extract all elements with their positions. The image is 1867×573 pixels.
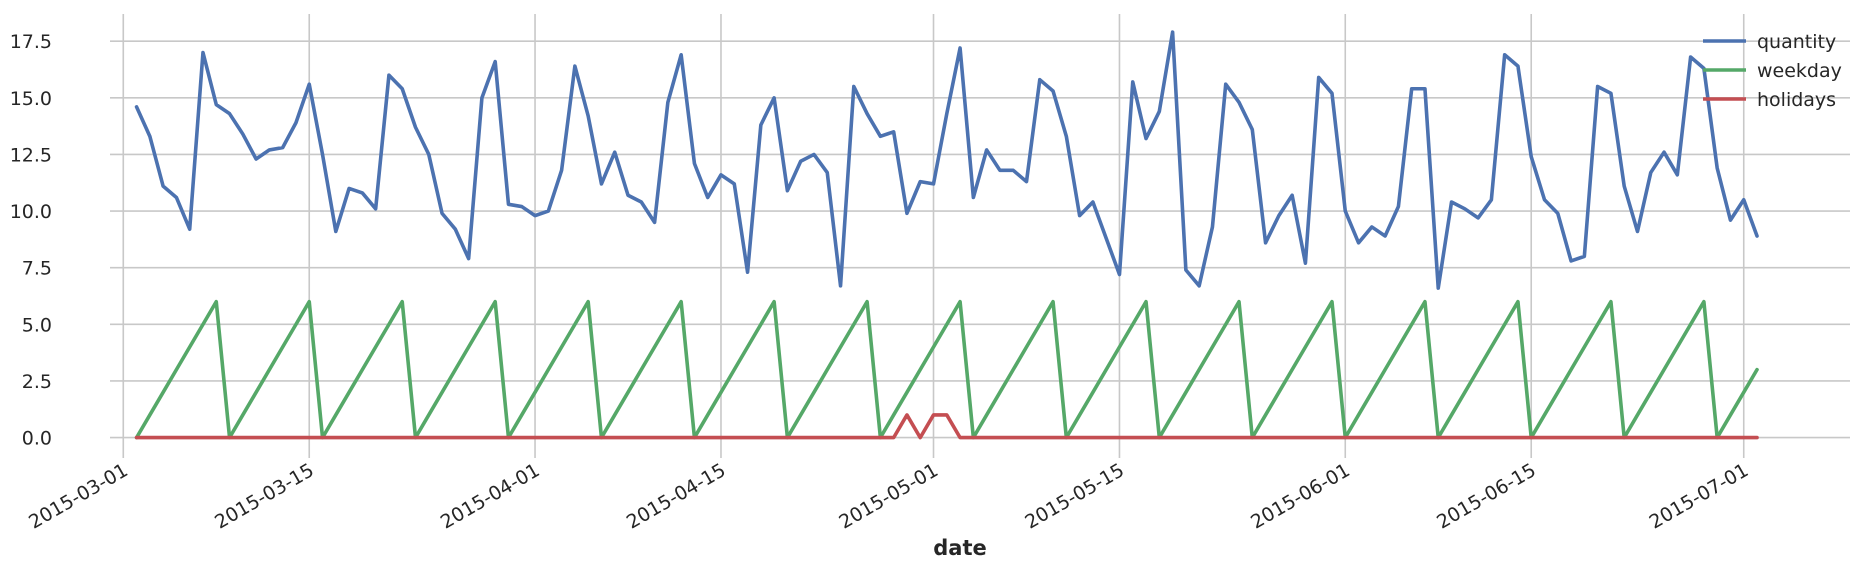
series-line-weekday	[134, 299, 1759, 440]
x-tick-label: 2015-03-15	[211, 459, 318, 533]
legend: quantity weekday holidays	[1703, 31, 1842, 111]
y-tick-label: 5.0	[22, 314, 52, 336]
x-axis-tick-labels: 2015-03-01 2015-03-15 2015-04-01 2015-04-15…	[25, 459, 1752, 533]
x-axis-title: date	[933, 536, 986, 560]
y-tick-label: 2.5	[22, 371, 52, 393]
series-line-holidays	[134, 413, 1759, 440]
y-tick-label: 15.0	[10, 88, 52, 110]
x-tick-label: 2015-04-01	[437, 459, 544, 533]
x-tick-label: 2015-04-15	[623, 459, 730, 533]
legend-item-quantity: quantity	[1703, 31, 1836, 53]
y-axis-tick-labels: 0.0 2.5 5.0 7.5 10.0 12.5 15.0 17.5	[10, 31, 52, 449]
x-tick-label: 2015-05-15	[1021, 459, 1128, 533]
legend-item-weekday: weekday	[1703, 60, 1842, 82]
x-tick-label: 2015-05-01	[835, 459, 942, 533]
grid	[110, 14, 1850, 458]
x-tick-label: 2015-07-01	[1646, 459, 1753, 533]
legend-label: weekday	[1757, 60, 1842, 82]
series-lines	[134, 30, 1759, 440]
y-tick-label: 0.0	[22, 428, 52, 450]
x-tick-label: 2015-03-01	[25, 459, 132, 533]
y-tick-label: 10.0	[10, 201, 52, 223]
series-line-quantity	[134, 30, 1759, 290]
legend-label: holidays	[1757, 89, 1836, 111]
legend-label: quantity	[1757, 31, 1836, 53]
x-tick-label: 2015-06-01	[1247, 459, 1354, 533]
y-tick-label: 12.5	[10, 144, 52, 166]
x-tick-label: 2015-06-15	[1433, 459, 1540, 533]
y-tick-label: 17.5	[10, 31, 52, 53]
y-tick-label: 7.5	[22, 258, 52, 280]
legend-item-holidays: holidays	[1703, 89, 1836, 111]
